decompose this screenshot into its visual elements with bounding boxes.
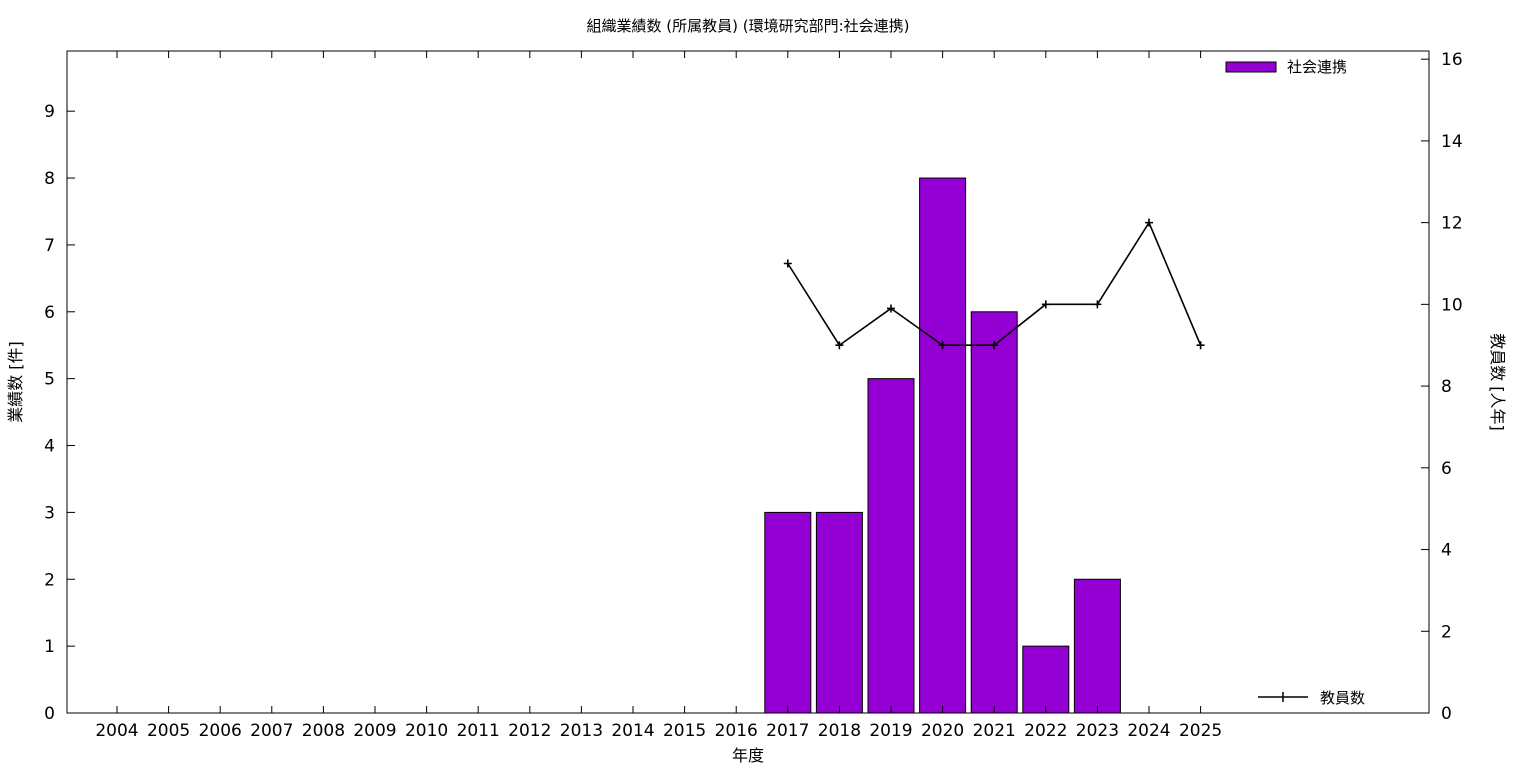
bar xyxy=(970,311,1018,714)
x-tick-label: 2016 xyxy=(715,721,758,741)
x-tick-label: 2014 xyxy=(611,721,654,741)
y2-axis-label: 教員数 [人年] xyxy=(1488,333,1507,431)
bar xyxy=(1073,578,1121,714)
line-point xyxy=(835,341,844,350)
y2-tick-label: 0 xyxy=(1441,704,1452,724)
chart-title: 組織業績数 (所属教員) (環境研究部門:社会連携) xyxy=(586,17,909,35)
y-tick-label: 8 xyxy=(44,169,55,189)
x-tick-label: 2004 xyxy=(95,721,138,741)
x-tick-label: 2018 xyxy=(818,721,861,741)
y-axis-label: 業績数 [件] xyxy=(6,341,25,423)
legend-line: 教員数 xyxy=(1258,689,1365,707)
x-tick-label: 2009 xyxy=(353,721,396,741)
bar xyxy=(867,378,915,714)
y-tick-label: 9 xyxy=(44,102,55,122)
x-tick-label: 2020 xyxy=(921,721,964,741)
x-tick-label: 2005 xyxy=(147,721,190,741)
line-point xyxy=(1196,341,1205,350)
line-point xyxy=(783,259,792,268)
y-tick-label: 3 xyxy=(44,503,55,523)
bar xyxy=(1022,645,1070,714)
plot-frame xyxy=(66,50,1430,714)
line-series xyxy=(783,218,1205,350)
legend-bar: 社会連携 xyxy=(1225,58,1347,76)
bar xyxy=(764,511,812,714)
y-tick-label: 1 xyxy=(44,637,55,657)
line-point xyxy=(1145,218,1153,227)
line-point xyxy=(1041,300,1050,309)
x-tick-label: 2019 xyxy=(869,721,912,741)
y-tick-label: 2 xyxy=(44,570,55,590)
x-tick-label: 2012 xyxy=(508,721,551,741)
x-tick-label: 2021 xyxy=(973,721,1016,741)
bar-group xyxy=(764,177,1121,714)
y-tick-label: 4 xyxy=(44,437,55,457)
x-axis-label: 年度 xyxy=(732,746,764,765)
y2-tick-label: 8 xyxy=(1441,377,1452,397)
x-tick-label: 2006 xyxy=(199,721,242,741)
y-tick-label: 5 xyxy=(44,370,55,390)
y2-tick-label: 14 xyxy=(1441,132,1463,152)
x-tick-label: 2017 xyxy=(766,721,809,741)
line-point xyxy=(887,304,895,313)
y2-tick-label: 10 xyxy=(1441,295,1463,315)
tick-group: 2004 2005 2006 2007 2008 2009 2010 2011 2012 2013… xyxy=(44,50,1462,741)
legend-bar-swatch xyxy=(1225,61,1277,73)
x-tick-label: 2022 xyxy=(1024,721,1067,741)
y2-tick-label: 2 xyxy=(1441,622,1452,642)
x-tick-label: 2024 xyxy=(1127,721,1170,741)
y-tick-label: 6 xyxy=(44,303,55,323)
legend-line-label: 教員数 xyxy=(1320,689,1365,707)
bar xyxy=(815,511,863,714)
x-tick-label: 2007 xyxy=(250,721,293,741)
y2-tick-label: 6 xyxy=(1441,459,1452,479)
legend-bar-label: 社会連携 xyxy=(1287,58,1347,76)
line-point xyxy=(990,341,999,350)
x-tick-label: 2015 xyxy=(663,721,706,741)
x-tick-label: 2025 xyxy=(1179,721,1222,741)
x-tick-label: 2010 xyxy=(405,721,448,741)
line-point xyxy=(938,341,947,350)
y-tick-label: 0 xyxy=(44,704,55,724)
x-tick-label: 2008 xyxy=(302,721,345,741)
y-tick-label: 7 xyxy=(44,236,55,256)
x-tick-label: 2013 xyxy=(560,721,603,741)
y2-tick-label: 16 xyxy=(1441,50,1463,70)
x-tick-label: 2011 xyxy=(457,721,500,741)
y2-tick-label: 12 xyxy=(1441,214,1463,234)
line-point xyxy=(1093,300,1102,309)
y2-tick-label: 4 xyxy=(1441,541,1452,561)
bar xyxy=(919,177,967,714)
x-tick-label: 2023 xyxy=(1076,721,1119,741)
